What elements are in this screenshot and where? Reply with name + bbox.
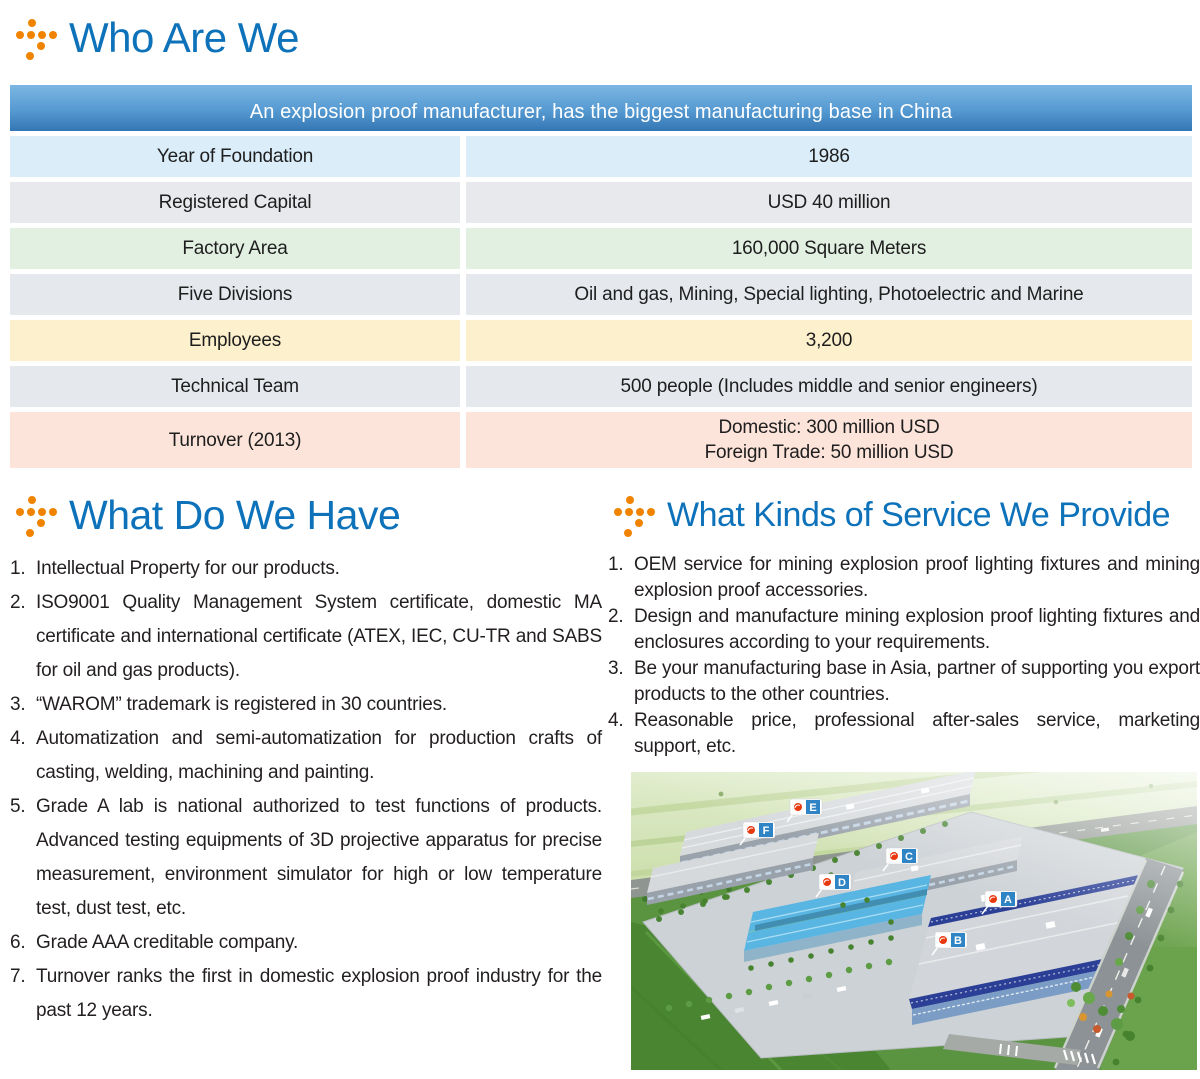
row-label: Five Divisions xyxy=(10,274,460,315)
orange-dots-icon xyxy=(8,15,57,61)
svg-text:B: B xyxy=(954,935,962,947)
building-badge-d: D xyxy=(815,873,852,898)
row-label: Year of Foundation xyxy=(10,136,460,177)
list-item: Grade A lab is national authorized to te… xyxy=(10,790,602,919)
orange-dots-icon xyxy=(8,492,57,538)
section-title: What Do We Have xyxy=(8,486,602,544)
table-header-banner: An explosion proof manufacturer, has the… xyxy=(10,85,1192,131)
row-label: Factory Area xyxy=(10,228,460,269)
list-item: Turnover ranks the first in domestic exp… xyxy=(10,960,602,1021)
section-heading: What Do We Have xyxy=(69,491,401,538)
row-label: Technical Team xyxy=(10,366,460,407)
have-list: Intellectual Property for our products. … xyxy=(8,552,602,1028)
service-list: OEM service for mining explosion proof l… xyxy=(606,552,1200,760)
table-row: Five Divisions Oil and gas, Mining, Spec… xyxy=(10,274,1192,315)
building-badge-e: E xyxy=(786,798,823,823)
row-value: Domestic: 300 million USD Foreign Trade:… xyxy=(466,412,1192,468)
row-value: Oil and gas, Mining, Special lighting, P… xyxy=(466,274,1192,315)
list-item: Automatization and semi-automatization f… xyxy=(10,722,602,783)
svg-text:E: E xyxy=(809,802,816,814)
building-badge-a: A xyxy=(981,890,1018,915)
building-badge-b: B xyxy=(931,931,968,956)
table-row: Employees 3,200 xyxy=(10,320,1192,361)
list-item: “WAROM” trademark is registered in 30 co… xyxy=(10,688,447,722)
table-row: Factory Area 160,000 Square Meters xyxy=(10,228,1192,269)
row-label: Turnover (2013) xyxy=(10,412,460,468)
list-item: Reasonable price, professional after-sal… xyxy=(608,708,1200,757)
orange-dots-icon xyxy=(606,492,655,538)
list-item: Be your manufacturing base in Asia, part… xyxy=(608,656,1200,705)
row-label: Employees xyxy=(10,320,460,361)
section-what-do-we-have: What Do We Have Intellectual Property fo… xyxy=(8,486,602,1028)
section-who-are-we: Who Are We xyxy=(8,14,299,62)
table-row: Registered Capital USD 40 million xyxy=(10,182,1192,223)
row-value: USD 40 million xyxy=(466,182,1192,223)
row-value: 160,000 Square Meters xyxy=(466,228,1192,269)
company-info-table: An explosion proof manufacturer, has the… xyxy=(10,85,1192,468)
row-label: Registered Capital xyxy=(10,182,460,223)
section-heading: What Kinds of Service We Provide xyxy=(667,495,1171,534)
building-badge-c: C xyxy=(882,847,919,872)
factory-aerial-image: E F C D xyxy=(631,772,1197,1070)
table-row: Turnover (2013) Domestic: 300 million US… xyxy=(10,412,1192,468)
row-value: 3,200 xyxy=(466,320,1192,361)
section-services: What Kinds of Service We Provide OEM ser… xyxy=(606,486,1200,1070)
section-title: What Kinds of Service We Provide xyxy=(606,486,1200,544)
list-item: ISO9001 Quality Management System certif… xyxy=(10,586,602,681)
svg-text:C: C xyxy=(905,851,913,863)
row-value: 1986 xyxy=(466,136,1192,177)
svg-text:F: F xyxy=(763,825,770,837)
table-row: Technical Team 500 people (Includes midd… xyxy=(10,366,1192,407)
list-item: OEM service for mining explosion proof l… xyxy=(608,552,1200,601)
svg-text:A: A xyxy=(1004,894,1012,906)
list-item: Design and manufacture mining explosion … xyxy=(608,604,1200,653)
building-badge-f: F xyxy=(739,821,776,846)
svg-text:D: D xyxy=(838,877,846,889)
list-item: Grade AAA creditable company. xyxy=(10,926,299,960)
table-row: Year of Foundation 1986 xyxy=(10,136,1192,177)
row-value: 500 people (Includes middle and senior e… xyxy=(466,366,1192,407)
list-item: Intellectual Property for our products. xyxy=(10,552,340,586)
page-title: Who Are We xyxy=(69,14,299,61)
